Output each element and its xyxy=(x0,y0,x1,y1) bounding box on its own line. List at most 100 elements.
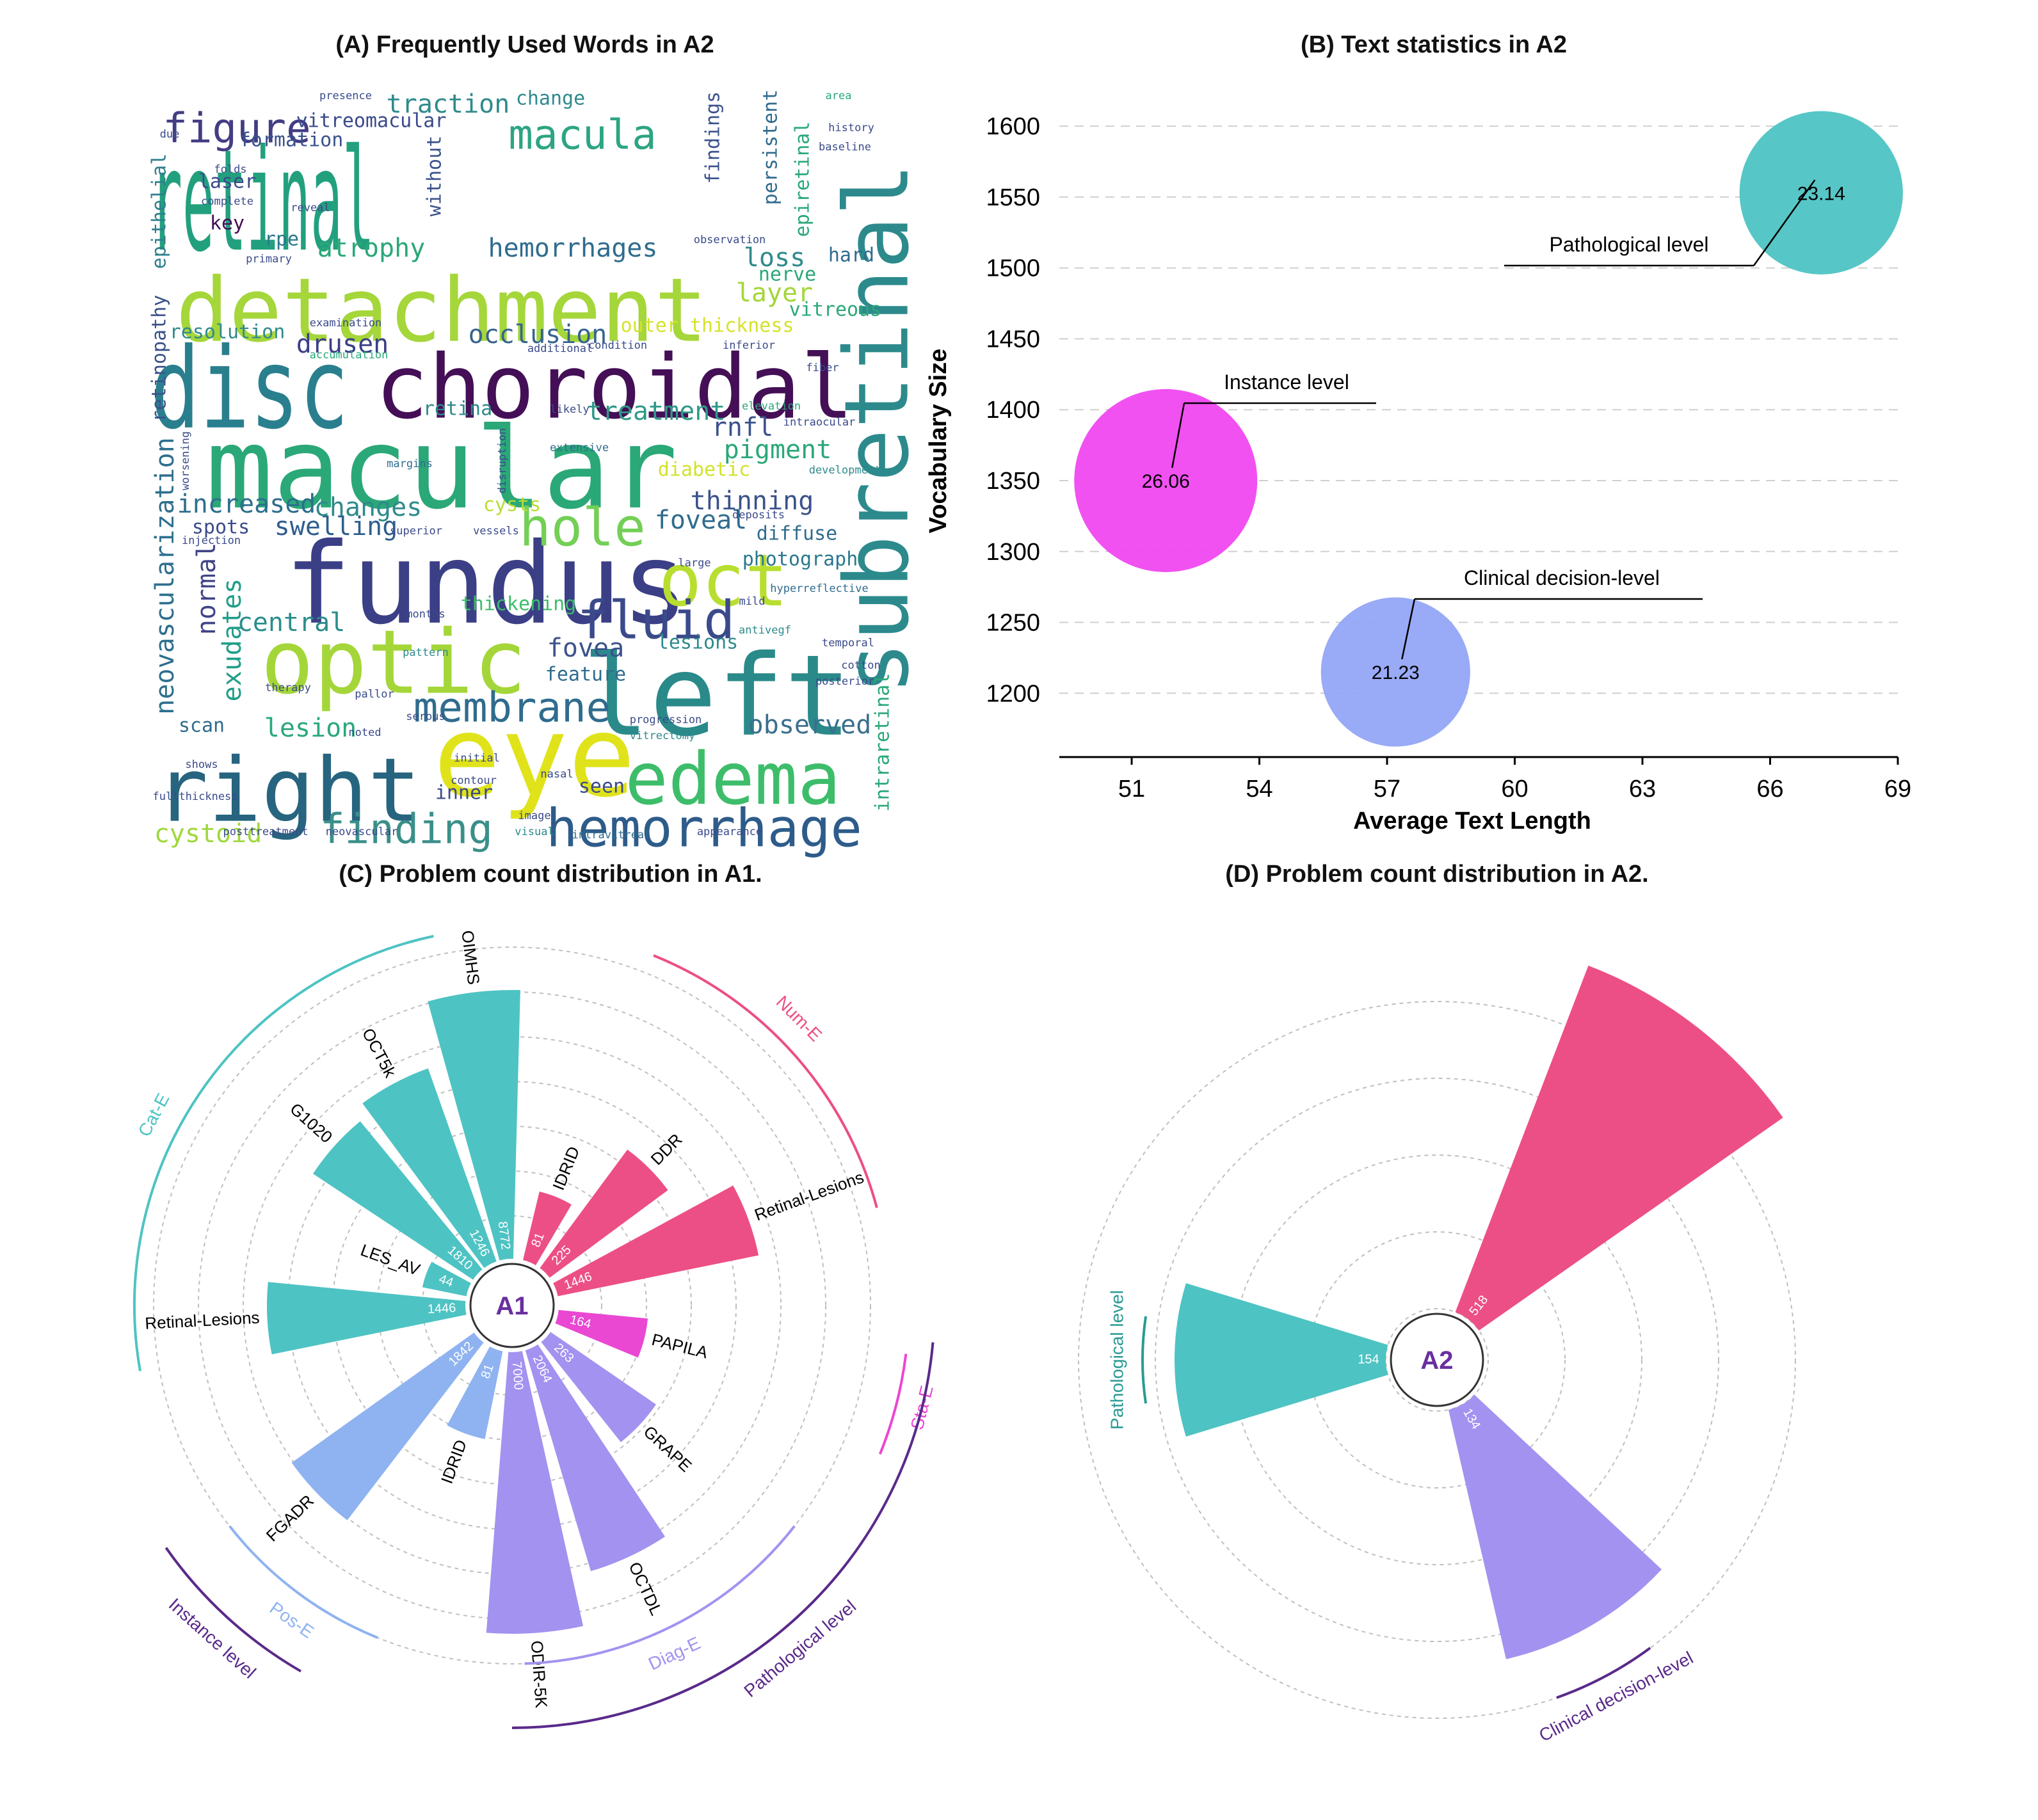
word-resolution: resolution xyxy=(170,321,285,344)
word-membrane: membrane xyxy=(413,685,611,732)
grid-ring xyxy=(1232,1154,1642,1565)
word-extensive: extensive xyxy=(550,442,609,454)
word-fundus: fundus xyxy=(284,520,689,650)
word-key: key xyxy=(210,212,245,235)
word-foveal: foveal xyxy=(655,506,748,535)
word-traction: traction xyxy=(387,90,510,119)
bar-OIMHS xyxy=(428,990,520,1261)
grid-ring xyxy=(243,1036,782,1575)
bar-Instance-level xyxy=(1455,965,1783,1331)
word-primary: primary xyxy=(246,253,292,266)
panel-c-title: (C) Problem count distribution in A1. xyxy=(339,861,762,888)
word-persistent: persistent xyxy=(760,90,782,205)
level-arc xyxy=(164,1547,302,1673)
bubble-2 xyxy=(1320,597,1470,747)
word-observation: observation xyxy=(694,234,766,246)
word-exudates: exudates xyxy=(218,579,247,702)
center-circle xyxy=(469,1263,555,1348)
word-loss: loss xyxy=(744,243,805,273)
x-axis-label: Average Text Length xyxy=(1353,808,1591,834)
bar-IDRID xyxy=(523,1192,572,1266)
word-additional: additional xyxy=(527,342,593,355)
word-mild: mild xyxy=(739,595,766,608)
word-worsening: worsening xyxy=(179,431,192,490)
annotation-label: Instance level xyxy=(1224,371,1349,394)
word-cysts: cysts xyxy=(483,494,541,516)
word-lesions: lesions xyxy=(657,632,738,654)
word-appearance: appearance xyxy=(697,826,762,838)
center-label: A2 xyxy=(1420,1346,1453,1375)
x-tick-label: 66 xyxy=(1756,776,1783,802)
word-rpe: rpe xyxy=(264,228,299,251)
word-macula: macula xyxy=(508,112,656,159)
word-formation: formation xyxy=(239,129,344,152)
word-thickening: thickening xyxy=(461,593,577,616)
bubble-value: 21.23 xyxy=(1372,662,1420,683)
bar-label: G1020 xyxy=(286,1099,336,1147)
x-tick-label: 51 xyxy=(1118,776,1145,802)
word-pallor: pallor xyxy=(355,688,394,701)
group-label: Cat-E xyxy=(134,1090,173,1140)
word-swelling: swelling xyxy=(275,512,398,541)
word-injection: injection xyxy=(182,534,241,547)
word-laser: laser xyxy=(198,171,256,193)
word-normal: normal xyxy=(192,543,221,635)
word-intraretinal: intraretinal xyxy=(872,673,894,812)
word-hemorrhages: hemorrhages xyxy=(488,234,658,263)
bar-label: IDRID xyxy=(437,1437,470,1487)
x-tick-label: 60 xyxy=(1501,776,1528,802)
bar-label: LES_AV xyxy=(358,1240,422,1279)
word-complete: complete xyxy=(201,195,253,208)
bubble-0 xyxy=(1739,111,1903,275)
word-hole: hole xyxy=(519,497,645,558)
word-shows: shows xyxy=(185,758,218,771)
word-margins: margins xyxy=(387,458,433,470)
word-posterior: posterior xyxy=(815,675,874,688)
bar-Pathological-level xyxy=(1175,1283,1388,1437)
word-therapy: therapy xyxy=(265,682,311,694)
word-initial: initial xyxy=(454,752,500,765)
word-history: history xyxy=(828,122,874,134)
word-serous: serous xyxy=(406,710,445,723)
word-nasal: nasal xyxy=(540,768,573,781)
bar-label: GRAPE xyxy=(640,1422,696,1476)
bar-Clinical-decision-level xyxy=(1448,1394,1662,1659)
x-tick-label: 54 xyxy=(1246,776,1272,802)
annotation-leader xyxy=(1753,179,1816,266)
word-scan: scan xyxy=(179,715,225,737)
word-macular: macular xyxy=(205,404,678,534)
word-visual: visual xyxy=(515,826,554,838)
center-circle xyxy=(1390,1313,1484,1407)
word-pigment: pigment xyxy=(724,435,832,465)
word-disruption: disruption xyxy=(496,428,509,493)
group-label: Diag-E xyxy=(645,1633,703,1674)
group-arc xyxy=(524,1525,796,1665)
y-tick-label: 1550 xyxy=(986,184,1040,211)
bubble-1 xyxy=(1074,389,1258,572)
word-left: left xyxy=(582,632,851,762)
bar-LES_AV xyxy=(422,1261,471,1297)
bar-label: Retinal-Lesions xyxy=(145,1308,261,1333)
bar-IDRID xyxy=(447,1346,503,1439)
bar-label: IDRID xyxy=(549,1144,583,1193)
word-spots: spots xyxy=(192,516,250,539)
bar-label: ODIR-5K xyxy=(527,1640,551,1709)
grid-ring xyxy=(1385,1308,1489,1412)
word-atrophy: atrophy xyxy=(317,234,426,263)
word-folds: folds xyxy=(214,163,246,176)
bar-Retinal-Lesions xyxy=(553,1185,759,1297)
word-layer: layer xyxy=(736,278,813,308)
word-vessels: vessels xyxy=(473,525,519,538)
word-diabetic: diabetic xyxy=(658,459,751,481)
word-temporal: temporal xyxy=(822,637,874,650)
bar-label: OIMHS xyxy=(458,929,483,986)
word-cystoid: cystoid xyxy=(154,819,262,849)
y-tick-label: 1350 xyxy=(986,468,1040,495)
y-tick-label: 1500 xyxy=(986,255,1040,282)
word-finding: finding xyxy=(320,806,493,854)
word-changes: changes xyxy=(314,493,422,522)
annotation-label: Clinical decision-level xyxy=(1464,566,1660,589)
x-tick-label: 63 xyxy=(1629,776,1656,802)
word-presence: presence xyxy=(319,90,372,102)
word-oct: oct xyxy=(659,539,788,623)
